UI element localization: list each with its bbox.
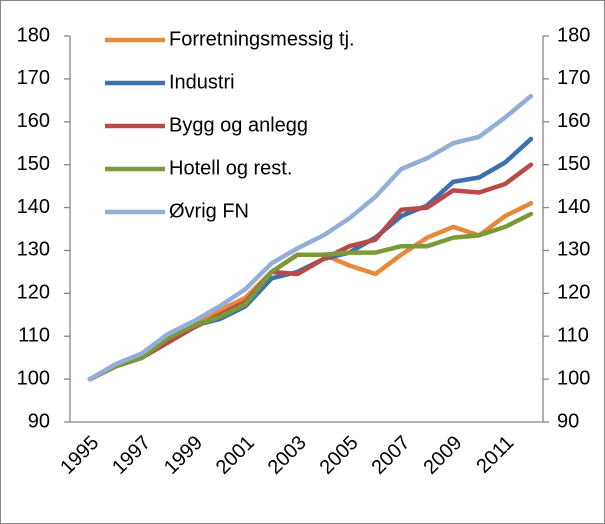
y2-tick-label: 100 [557,367,590,389]
y-tick-label: 100 [17,367,50,389]
legend-label: Forretningsmessig tj. [169,28,355,50]
series-line [87,211,534,382]
y2-tick-label: 130 [557,239,590,261]
y-tick-label: 140 [17,196,50,218]
legend-label: Øvrig FN [169,200,249,222]
y-tick-label: 90 [28,410,50,432]
series-line [87,93,534,382]
y2-tick-label: 160 [557,110,590,132]
legend-label: Industri [169,71,235,93]
y-tick-label: 150 [17,153,50,175]
legend-label: Hotell og rest. [169,157,292,179]
y2-tick-label: 170 [557,67,590,89]
y-tick-label: 170 [17,67,50,89]
y2-tick-label: 90 [557,410,579,432]
y-tick-label: 180 [17,24,50,46]
y2-tick-label: 140 [557,196,590,218]
y-tick-label: 160 [17,110,50,132]
y-tick-label: 110 [18,325,50,347]
y-tick-label: 120 [17,282,50,304]
y2-tick-label: 110 [557,325,589,347]
y2-tick-label: 180 [557,24,590,46]
legend-label: Bygg og anlegg [169,114,308,136]
y2-tick-label: 150 [557,153,590,175]
y-tick-label: 130 [17,239,50,261]
y2-tick-label: 120 [557,282,590,304]
series-line [87,162,534,382]
